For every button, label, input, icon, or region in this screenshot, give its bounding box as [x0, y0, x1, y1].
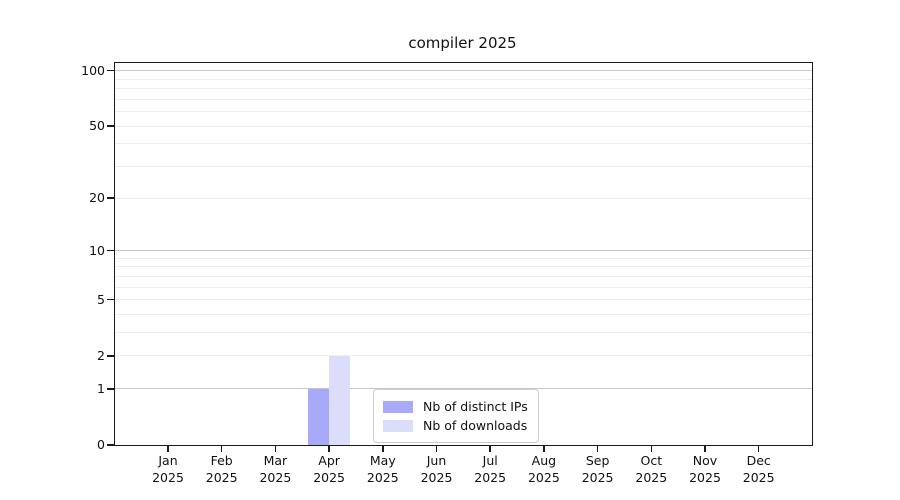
legend-label-1: Nb of downloads	[423, 418, 528, 433]
legend-label-0: Nb of distinct IPs	[423, 399, 528, 414]
y-tick-label-20: 20	[89, 190, 105, 206]
x-tick-label-sep: Sep 2025	[566, 453, 630, 486]
x-tick-month: Jun	[426, 453, 447, 468]
legend-swatch-1	[383, 419, 413, 432]
x-tick-jun	[435, 445, 438, 452]
x-tick-month: Nov	[692, 453, 718, 468]
gridline-major-10	[115, 250, 812, 251]
gridline-minor-60	[115, 111, 812, 113]
gridline-minor-40	[115, 143, 812, 145]
x-tick-label-jul: Jul 2025	[458, 453, 522, 486]
x-tick-sep	[596, 445, 599, 452]
plot-area: 0 1 2 5 10 20 50 100 Jan 2025 Feb 2025 Mar 2025 Apr 202…	[81, 62, 813, 485]
y-tick-0	[107, 444, 114, 446]
x-tick-month: Sep	[585, 453, 610, 468]
gridline-major-1	[115, 388, 812, 390]
x-tick-dec	[757, 445, 760, 452]
y-tick-1	[107, 388, 114, 390]
gridline-minor-8	[115, 266, 812, 268]
gridline-minor-3	[115, 332, 812, 334]
gridline-minor-7	[115, 275, 812, 277]
y-tick-5	[107, 298, 114, 301]
y-tick-label-5: 5	[97, 291, 105, 307]
y-tick-label-10: 10	[89, 242, 105, 258]
x-tick-year: 2025	[742, 469, 775, 485]
gridline-minor-2	[115, 355, 812, 357]
x-tick-label-jan: Jan 2025	[136, 453, 200, 486]
bar-nb-of-distinct-ips-apr	[308, 388, 330, 445]
x-tick-label-jun: Jun 2025	[405, 453, 469, 486]
x-tick-year: 2025	[313, 469, 345, 485]
x-tick-month: Apr	[318, 453, 340, 468]
gridline-minor-20	[115, 197, 812, 199]
y-tick-label-50: 50	[89, 118, 105, 134]
x-tick-mar	[274, 445, 277, 452]
gridline-minor-6	[115, 286, 812, 288]
x-tick-year: 2025	[635, 469, 668, 485]
gridline-minor-70	[115, 98, 812, 100]
legend: Nb of distinct IPs Nb of downloads	[373, 389, 539, 443]
x-tick-feb	[220, 445, 223, 452]
x-tick-label-apr: Apr 2025	[297, 453, 361, 486]
x-tick-label-feb: Feb 2025	[190, 453, 254, 486]
legend-item-1: Nb of downloads	[383, 416, 528, 435]
x-tick-label-oct: Oct 2025	[619, 453, 683, 486]
x-tick-year: 2025	[366, 469, 399, 485]
legend-item-0: Nb of distinct IPs	[383, 397, 528, 416]
x-tick-month: Jul	[482, 453, 498, 468]
x-tick-label-mar: Mar 2025	[243, 453, 307, 486]
x-tick-month: Oct	[640, 453, 663, 468]
x-tick-year: 2025	[474, 469, 507, 485]
gridline-minor-4	[115, 313, 812, 315]
x-tick-month: May	[369, 453, 396, 468]
x-tick-month: Mar	[263, 453, 288, 468]
x-tick-year: 2025	[152, 469, 184, 485]
y-tick-label-0: 0	[97, 437, 105, 452]
x-tick-month: Jan	[158, 453, 178, 468]
gridline-minor-80	[115, 88, 812, 90]
x-tick-month: Dec	[746, 453, 771, 468]
x-tick-label-dec: Dec 2025	[727, 453, 791, 486]
x-tick-year: 2025	[527, 469, 560, 485]
x-tick-label-may: May 2025	[351, 453, 415, 486]
y-tick-label-1: 1	[97, 380, 105, 396]
x-tick-year: 2025	[205, 469, 238, 485]
x-tick-label-nov: Nov 2025	[673, 453, 737, 486]
y-tick-10	[107, 249, 114, 252]
x-tick-year: 2025	[420, 469, 453, 485]
y-tick-20	[107, 197, 114, 199]
x-tick-year: 2025	[259, 469, 292, 485]
x-tick-month: Aug	[531, 453, 557, 468]
y-tick-100	[107, 69, 114, 72]
x-tick-jan	[167, 445, 169, 452]
chart-title: compiler 2025	[408, 34, 517, 52]
gridline-minor-50	[115, 125, 812, 127]
y-tick-2	[107, 355, 114, 357]
x-tick-year: 2025	[689, 469, 721, 485]
x-tick-may	[382, 445, 384, 452]
gridline-minor-90	[115, 78, 812, 80]
x-tick-aug	[543, 445, 545, 452]
y-tick-50	[107, 125, 114, 127]
gridline-minor-30	[115, 165, 812, 167]
x-tick-oct	[650, 445, 653, 452]
legend-swatch-0	[383, 400, 413, 413]
gridline-minor-9	[115, 257, 812, 259]
x-tick-jul	[489, 445, 491, 452]
x-tick-year: 2025	[581, 469, 614, 485]
bar-nb-of-downloads-apr	[329, 355, 351, 445]
x-tick-nov	[704, 445, 706, 452]
y-tick-label-2: 2	[97, 347, 105, 363]
x-tick-apr	[328, 445, 330, 452]
y-tick-label-100: 100	[81, 62, 105, 78]
gridline-minor-5	[115, 299, 812, 301]
x-tick-month: Feb	[210, 453, 233, 468]
x-tick-label-aug: Aug 2025	[512, 453, 576, 486]
gridline-major-100	[115, 70, 812, 72]
